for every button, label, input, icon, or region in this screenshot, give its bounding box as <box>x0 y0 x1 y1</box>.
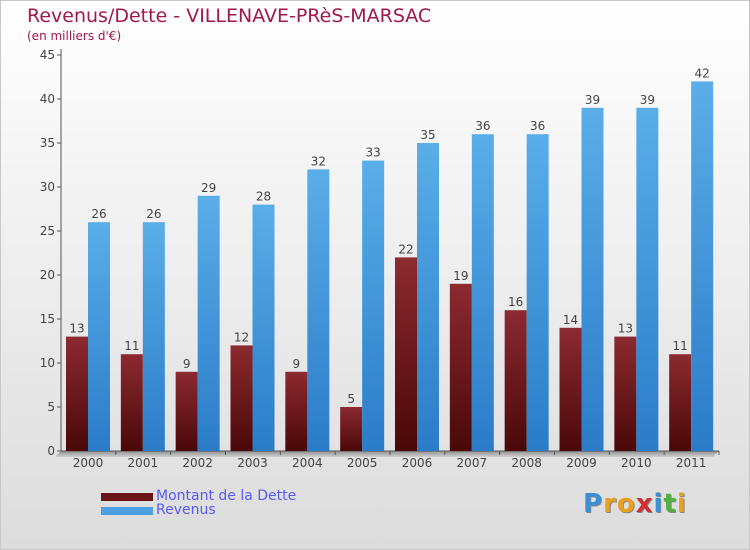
data-label: 13 <box>69 322 84 336</box>
data-label: 22 <box>398 242 413 256</box>
bar-revenus <box>197 195 220 451</box>
y-tick-label: 15 <box>40 312 55 326</box>
data-label: 42 <box>695 66 710 80</box>
y-tick-label: 30 <box>40 180 55 194</box>
bar-dette <box>340 407 363 451</box>
bar-dette <box>669 354 692 451</box>
x-tick-label: 2003 <box>237 456 268 470</box>
bar-revenus <box>362 160 385 451</box>
data-label: 9 <box>293 357 301 371</box>
data-label: 33 <box>366 146 381 160</box>
logo-letter: o <box>616 489 636 519</box>
x-tick-label: 2001 <box>128 456 159 470</box>
logo-letter: i <box>653 489 664 519</box>
logo-letter: P <box>583 489 604 519</box>
bar-revenus <box>88 222 110 451</box>
y-tick-label: 20 <box>40 268 55 282</box>
data-label: 26 <box>146 207 161 221</box>
data-label: 39 <box>640 93 655 107</box>
data-label: 14 <box>563 313 578 327</box>
y-tick-label: 25 <box>40 224 55 238</box>
x-tick-label: 2006 <box>402 456 433 470</box>
y-tick-label: 5 <box>47 400 55 414</box>
x-tick-label: 2002 <box>182 456 213 470</box>
data-label: 5 <box>347 392 355 406</box>
x-tick-label: 2011 <box>676 456 707 470</box>
bar-dette <box>120 354 143 451</box>
data-label: 36 <box>475 119 490 133</box>
bar-revenus <box>471 134 494 451</box>
legend-label-dette: Montant de la Dette <box>156 488 297 504</box>
x-tick-label: 2005 <box>347 456 378 470</box>
x-tick-label: 2010 <box>621 456 652 470</box>
bar-revenus <box>307 169 330 451</box>
bar-revenus <box>142 222 165 451</box>
data-label: 16 <box>508 295 523 309</box>
data-label: 26 <box>91 207 106 221</box>
data-label: 9 <box>183 357 191 371</box>
data-label: 29 <box>201 181 216 195</box>
legend-swatch-revenus <box>101 507 153 515</box>
chart-title: Revenus/Dette - VILLENAVE-PRèS-MARSAC <box>27 5 432 27</box>
legend-label-revenus: Revenus <box>156 502 216 518</box>
data-label: 11 <box>673 339 688 353</box>
bar-revenus <box>526 134 549 451</box>
data-label: 39 <box>585 93 600 107</box>
x-tick-label: 2007 <box>457 456 488 470</box>
y-tick-label: 0 <box>47 444 55 458</box>
bar-dette <box>285 371 308 451</box>
logo-letter: i <box>676 489 687 519</box>
logo-letter: t <box>663 489 677 519</box>
chart-subtitle: (en milliers d'€) <box>27 29 122 43</box>
bar-dette <box>559 327 582 451</box>
bar-dette <box>504 310 527 451</box>
bar-revenus <box>636 107 659 452</box>
data-label: 12 <box>234 330 249 344</box>
bar-revenus <box>417 143 439 451</box>
bar-dette <box>449 283 472 451</box>
x-tick-label: 2004 <box>292 456 323 470</box>
x-tick-label: 2008 <box>511 456 542 470</box>
y-tick-label: 45 <box>40 48 55 62</box>
x-tick-label: 2009 <box>566 456 597 470</box>
proxiti-logo: Proxiti <box>583 489 687 519</box>
y-tick-label: 40 <box>40 92 55 106</box>
data-label: 13 <box>618 322 633 336</box>
bar-dette <box>175 371 198 451</box>
data-label: 32 <box>311 154 326 168</box>
bar-revenus <box>691 81 714 452</box>
data-label: 28 <box>256 190 271 204</box>
legend-swatch-dette <box>101 493 153 501</box>
bar-revenus <box>581 107 604 452</box>
logo-letter: x <box>635 489 654 519</box>
data-label: 11 <box>124 339 139 353</box>
bar-dette <box>614 336 637 451</box>
plot-floor <box>55 451 719 457</box>
data-label: 35 <box>420 128 435 142</box>
bar-dette <box>230 345 253 451</box>
bar-dette <box>395 257 417 451</box>
y-tick-label: 35 <box>40 136 55 150</box>
logo-letter: r <box>603 489 617 519</box>
bar-revenus <box>252 204 275 451</box>
y-tick-label: 10 <box>40 356 55 370</box>
data-label: 19 <box>453 269 468 283</box>
bar-dette <box>66 336 88 451</box>
x-tick-label: 2000 <box>73 456 104 470</box>
data-label: 36 <box>530 119 545 133</box>
